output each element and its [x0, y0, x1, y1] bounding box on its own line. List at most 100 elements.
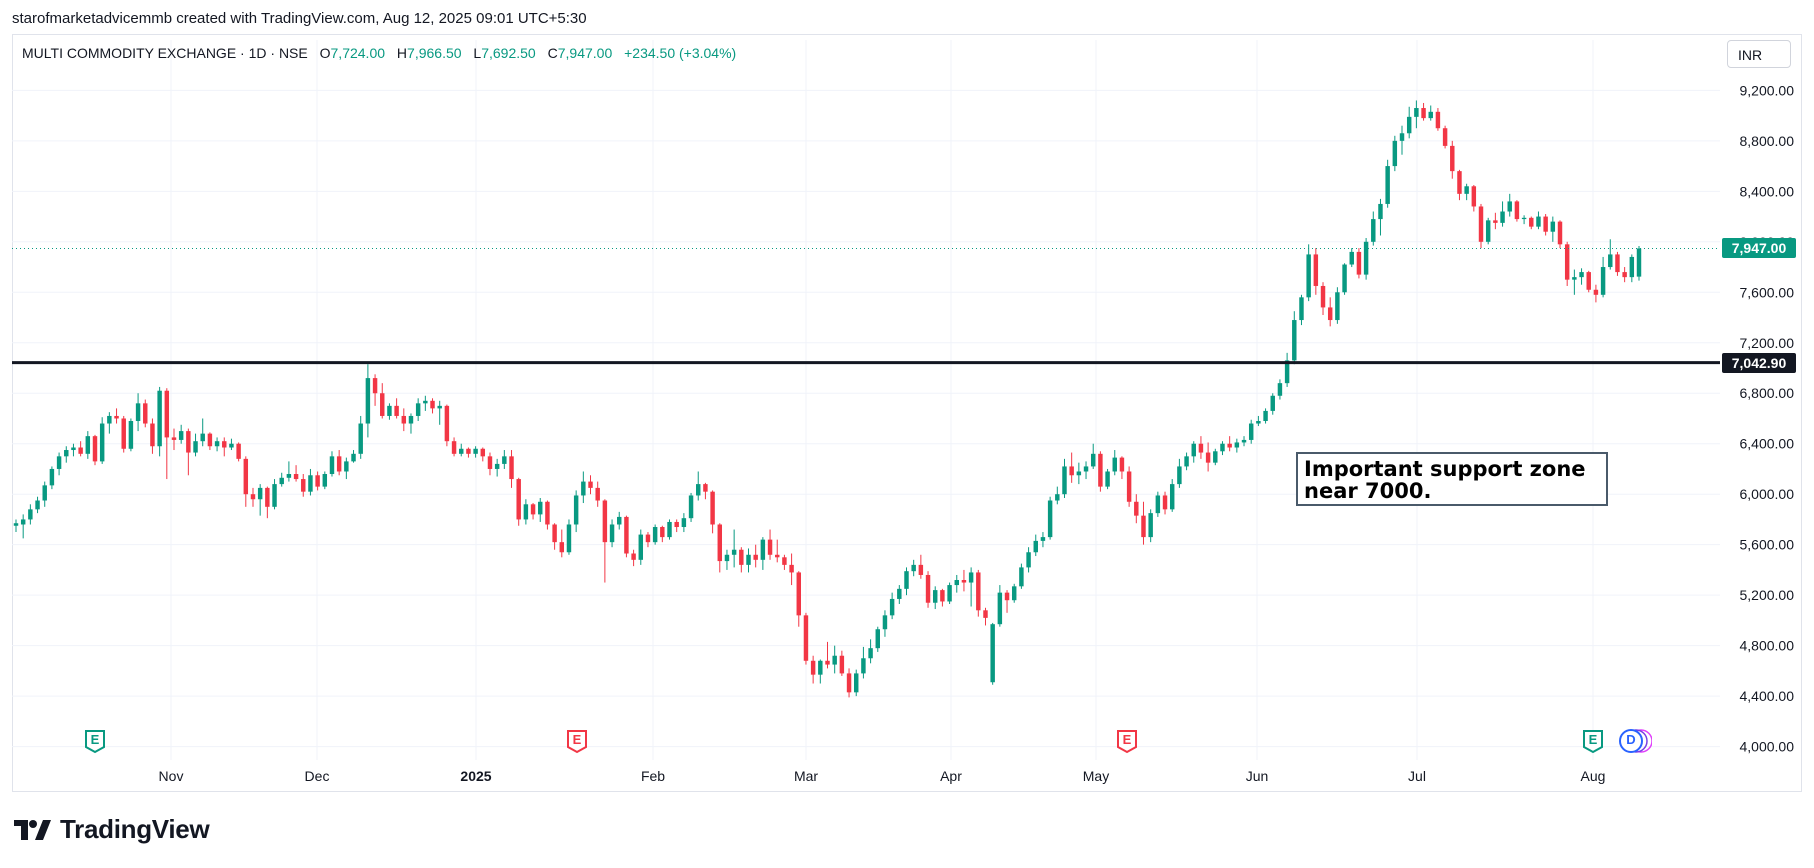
candle[interactable]: [293, 465, 299, 482]
candle[interactable]: [1263, 408, 1268, 424]
candle[interactable]: [976, 569, 981, 617]
candle[interactable]: [42, 481, 47, 507]
candle[interactable]: [1414, 100, 1419, 129]
candle[interactable]: [1586, 270, 1591, 293]
candle[interactable]: [64, 446, 69, 463]
candle[interactable]: [1126, 466, 1132, 507]
candle[interactable]: [1557, 220, 1563, 249]
candle[interactable]: [1134, 494, 1139, 524]
candle[interactable]: [839, 650, 845, 676]
candle[interactable]: [229, 438, 234, 451]
candle[interactable]: [997, 585, 1003, 627]
candle[interactable]: [1600, 256, 1606, 298]
candle[interactable]: [473, 446, 478, 458]
candle[interactable]: [1579, 268, 1584, 285]
candle[interactable]: [1485, 217, 1491, 245]
currency-button[interactable]: INR: [1727, 40, 1791, 68]
candle[interactable]: [1457, 169, 1462, 201]
candle[interactable]: [1119, 456, 1125, 480]
candle[interactable]: [538, 497, 543, 522]
candle[interactable]: [1593, 284, 1599, 303]
candle[interactable]: [645, 532, 651, 548]
candle[interactable]: [200, 418, 205, 447]
candle[interactable]: [494, 458, 500, 477]
candle[interactable]: [954, 574, 959, 593]
candle[interactable]: [1378, 198, 1383, 236]
candle[interactable]: [1169, 479, 1175, 512]
candle[interactable]: [344, 457, 349, 480]
candle[interactable]: [681, 513, 687, 533]
candle[interactable]: [660, 525, 665, 543]
candle[interactable]: [1184, 452, 1189, 471]
candle[interactable]: [559, 529, 565, 558]
candle[interactable]: [1040, 532, 1046, 548]
candle[interactable]: [1277, 379, 1283, 400]
candle[interactable]: [56, 452, 62, 476]
candle[interactable]: [358, 415, 363, 459]
candle[interactable]: [1076, 462, 1082, 485]
candle[interactable]: [775, 539, 780, 563]
candle[interactable]: [746, 548, 751, 573]
candle[interactable]: [1529, 216, 1534, 230]
candle[interactable]: [631, 549, 636, 567]
candle[interactable]: [1055, 486, 1060, 505]
candle[interactable]: [717, 523, 723, 573]
candle[interactable]: [760, 537, 766, 570]
candle[interactable]: [272, 479, 277, 510]
candle[interactable]: [1572, 269, 1577, 295]
candle[interactable]: [1608, 239, 1613, 270]
candle[interactable]: [1047, 496, 1053, 540]
earnings-marker[interactable]: E: [82, 728, 108, 754]
candle[interactable]: [1256, 415, 1261, 427]
candle[interactable]: [1191, 441, 1196, 463]
candle[interactable]: [1615, 251, 1620, 276]
candle[interactable]: [703, 482, 708, 500]
candle[interactable]: [983, 607, 988, 626]
candle[interactable]: [1198, 436, 1204, 459]
candle[interactable]: [1371, 211, 1376, 246]
earnings-marker[interactable]: E: [564, 728, 590, 754]
candle[interactable]: [652, 524, 658, 545]
candle[interactable]: [1514, 200, 1520, 222]
candle[interactable]: [588, 475, 593, 495]
candle[interactable]: [1342, 263, 1347, 295]
candle[interactable]: [243, 456, 249, 507]
candle[interactable]: [372, 374, 378, 406]
candle[interactable]: [739, 547, 744, 573]
candle[interactable]: [731, 529, 737, 568]
candle[interactable]: [322, 471, 328, 490]
candle[interactable]: [523, 499, 529, 525]
candle[interactable]: [423, 395, 428, 411]
candle[interactable]: [193, 433, 198, 457]
candle[interactable]: [1141, 501, 1146, 545]
candle[interactable]: [1026, 547, 1031, 573]
candle[interactable]: [265, 486, 270, 519]
candle[interactable]: [667, 519, 672, 540]
candle[interactable]: [688, 492, 694, 522]
candle[interactable]: [35, 496, 40, 514]
candle[interactable]: [617, 511, 622, 530]
candle[interactable]: [214, 437, 220, 452]
candle[interactable]: [1356, 248, 1362, 279]
candle[interactable]: [810, 655, 816, 684]
candle[interactable]: [1011, 583, 1017, 603]
candle[interactable]: [99, 417, 105, 464]
candle[interactable]: [904, 567, 909, 596]
candle[interactable]: [803, 612, 809, 665]
candle[interactable]: [164, 388, 170, 480]
candle[interactable]: [301, 474, 306, 497]
candle[interactable]: [1435, 108, 1441, 131]
candle[interactable]: [516, 477, 521, 526]
candle[interactable]: [128, 418, 134, 452]
candle[interactable]: [1270, 393, 1275, 415]
candle[interactable]: [444, 404, 450, 447]
candle[interactable]: [552, 523, 557, 550]
candle[interactable]: [1227, 436, 1232, 452]
candle[interactable]: [573, 490, 579, 533]
candle[interactable]: [530, 503, 536, 520]
candle[interactable]: [387, 403, 392, 420]
candle[interactable]: [609, 519, 615, 548]
candle[interactable]: [940, 588, 945, 607]
candle[interactable]: [1335, 287, 1340, 324]
candle[interactable]: [1299, 294, 1304, 326]
